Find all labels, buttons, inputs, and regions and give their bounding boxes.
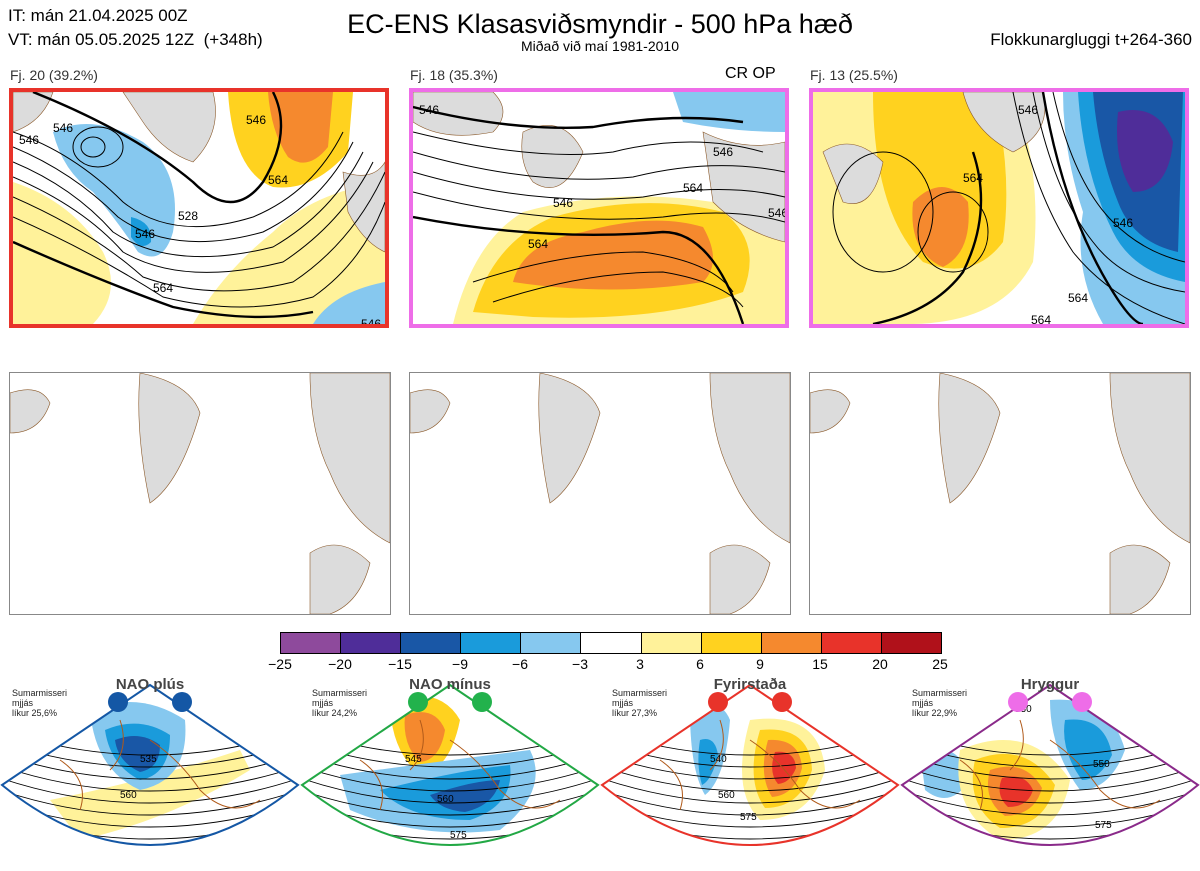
regime-name: Fyrirstaða: [713, 676, 787, 693]
colorbar-swatch: [761, 633, 822, 653]
valid-time: VT: mán 05.05.2025 12Z (+348h): [8, 30, 263, 49]
colorbar-tick-label: −9: [452, 656, 468, 672]
contour-label: 546: [1018, 103, 1038, 117]
contour-label: 546: [135, 227, 155, 241]
regime-marker-dot: [472, 692, 492, 712]
colorbar-swatch: [701, 633, 762, 653]
contour-label: 528: [178, 209, 198, 223]
clustering-window: Flokkunargluggi t+264-360: [990, 30, 1192, 49]
colorbar-tick-label: 15: [812, 656, 828, 672]
regime-contour-label: 550: [1093, 759, 1110, 770]
colorbar-tick-label: −15: [388, 656, 412, 672]
regime-contour-label: 540: [710, 754, 727, 765]
contour-label: 546: [553, 196, 573, 210]
cluster-2-map: 546 546 564 546 564 546: [409, 88, 789, 328]
contour-label: 564: [528, 237, 548, 251]
regime-marker-dot: [108, 692, 128, 712]
contour-label: 546: [419, 103, 439, 117]
cluster-2-tag: CR OP: [725, 65, 776, 82]
regime-marker-dot: [772, 692, 792, 712]
regime-contour-label: 575: [1095, 820, 1112, 831]
base-map-1: [9, 372, 391, 615]
regime-contour-label: 560: [437, 794, 454, 805]
regime-map-1: 535 560: [0, 683, 300, 846]
regime-probability-text: Sumarmisseri mjjás líkur 25,6%: [12, 688, 68, 718]
regime-contour-label: 535: [140, 754, 157, 765]
base-map-2: [409, 372, 791, 615]
regime-contour-label: 545: [405, 754, 422, 765]
colorbar-tick-label: −20: [328, 656, 352, 672]
base-map-3: [809, 372, 1191, 615]
contour-label: 564: [1068, 291, 1088, 305]
page-title: EC-ENS Klasasviðsmyndir - 500 hPa hæð: [347, 9, 853, 39]
cluster-3-label: Fj. 13 (25.5%): [810, 67, 898, 83]
colorbar-swatch: [461, 633, 522, 653]
regime-contour-label: 560: [718, 790, 735, 801]
colorbar-tick-label: 6: [696, 656, 704, 672]
colorbar-tick-label: 3: [636, 656, 644, 672]
initial-time: IT: mán 21.04.2025 00Z: [8, 6, 188, 25]
contour-label: 546: [246, 113, 266, 127]
regime-map-3: 540 560 575: [600, 683, 900, 846]
colorbar-swatch: [401, 633, 462, 653]
colorbar-swatch: [521, 633, 582, 653]
regime-map-2: 545 560 575: [300, 683, 600, 846]
regime-probability-text: Sumarmisseri mjjás líkur 27,3%: [612, 688, 668, 718]
cluster-3-map: 546 564 546 564 564: [809, 88, 1189, 328]
colorbar-swatch: [581, 633, 642, 653]
colorbar-tick-label: −6: [512, 656, 528, 672]
contour-label: 564: [153, 281, 173, 295]
contour-label: 564: [683, 181, 703, 195]
regime-contour-label: 560: [120, 790, 137, 801]
regime-marker-dot: [1008, 692, 1028, 712]
colorbar-swatch: [341, 633, 402, 653]
contour-label: 564: [1031, 313, 1051, 324]
cluster-2-label: Fj. 18 (35.3%): [410, 67, 498, 83]
contour-label: 546: [768, 206, 785, 220]
colorbar-swatch: [641, 633, 702, 653]
regime-name: NAO plús: [115, 676, 185, 693]
colorbar-swatch: [821, 633, 882, 653]
colorbar-tick-label: 20: [872, 656, 888, 672]
cluster-1-map: 546 546 528 546 564 546 564 546: [9, 88, 389, 328]
colorbar-swatch: [281, 633, 342, 653]
regime-contour-label: 575: [740, 812, 757, 823]
contour-label: 546: [53, 121, 73, 135]
contour-label: 564: [963, 171, 983, 185]
regime-marker-dot: [408, 692, 428, 712]
contour-label: 546: [19, 133, 39, 147]
contour-label: 564: [268, 173, 288, 187]
regime-marker-dot: [1072, 692, 1092, 712]
contour-label: 546: [713, 145, 733, 159]
colorbar: [280, 632, 942, 654]
contour-label: 546: [361, 317, 381, 324]
regime-name: NAO mínus: [409, 676, 491, 693]
colorbar-tick-label: −25: [268, 656, 292, 672]
regime-contour-label: 575: [450, 830, 467, 841]
regime-name: Hryggur: [1020, 676, 1080, 693]
regime-marker-dot: [708, 692, 728, 712]
regime-probability-text: Sumarmisseri mjjás líkur 22,9%: [912, 688, 968, 718]
colorbar-swatch: [881, 633, 942, 653]
colorbar-tick-label: 9: [756, 656, 764, 672]
colorbar-tick-label: −3: [572, 656, 588, 672]
colorbar-tick-label: 25: [932, 656, 948, 672]
regime-marker-dot: [172, 692, 192, 712]
contour-label: 546: [1113, 216, 1133, 230]
cluster-1-label: Fj. 20 (39.2%): [10, 67, 98, 83]
regime-probability-text: Sumarmisseri mjjás líkur 24,2%: [312, 688, 368, 718]
page-subtitle: Miðað við maí 1981-2010: [521, 38, 679, 54]
